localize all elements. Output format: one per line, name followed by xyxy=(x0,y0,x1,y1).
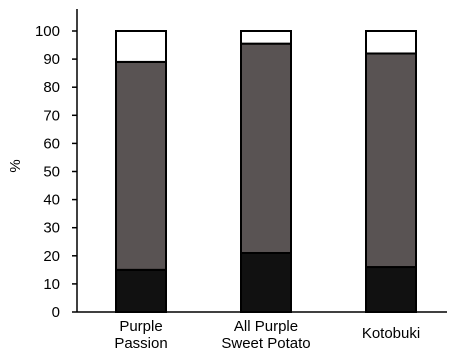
y-tick-label: 100 xyxy=(35,23,60,40)
bar-segment-3-2 xyxy=(365,52,417,269)
bar-segment-3-1 xyxy=(365,266,417,314)
x-category-label: Sweet Potato xyxy=(221,335,310,352)
y-tick-label: 90 xyxy=(43,51,60,68)
axes: 0 10 20 30 40 50 60 70 80 90 100 xyxy=(35,9,447,321)
bar-segment-1-3 xyxy=(115,30,167,63)
y-tick-label: 60 xyxy=(43,135,60,152)
bar-segment-2-1 xyxy=(240,251,292,314)
x-category-label: Kotobuki xyxy=(362,325,420,342)
bar-segment-2-2 xyxy=(240,42,292,254)
y-tick-label: 80 xyxy=(43,79,60,96)
y-tick-label: 70 xyxy=(43,107,60,124)
y-tick-label: 30 xyxy=(43,220,60,237)
bar-segment-1-1 xyxy=(115,268,167,314)
bar-segment-3-3 xyxy=(365,30,417,55)
y-tick-label: 10 xyxy=(43,276,60,293)
bar-segment-1-2 xyxy=(115,60,167,271)
x-category-label: All Purple xyxy=(234,318,298,335)
y-axis-title: % xyxy=(7,159,24,172)
x-category-label: Purple xyxy=(119,318,162,335)
y-ticks: 0 10 20 30 40 50 60 70 80 90 100 xyxy=(35,23,77,321)
y-tick-label: 20 xyxy=(43,248,60,265)
y-tick-label: 50 xyxy=(43,164,60,181)
bars xyxy=(115,30,417,314)
x-category-label: Passion xyxy=(114,335,167,352)
y-tick-label: 0 xyxy=(52,304,60,321)
y-tick-label: 40 xyxy=(43,192,60,209)
bar-segment-2-3 xyxy=(240,30,292,45)
